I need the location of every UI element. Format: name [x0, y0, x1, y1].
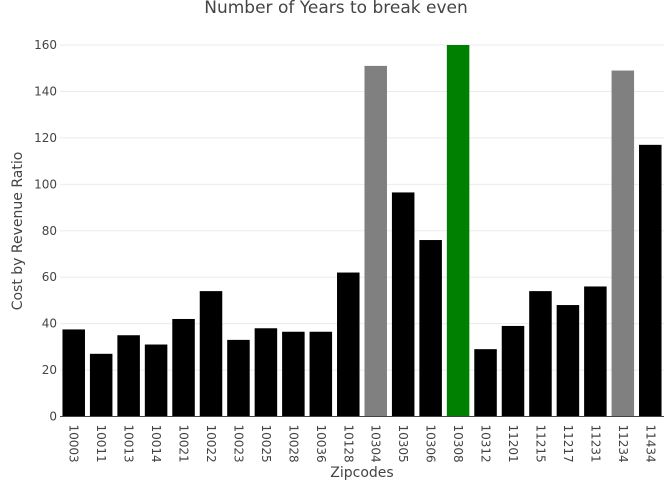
bar-11434[interactable] [639, 144, 662, 417]
bar-10003[interactable] [62, 329, 85, 417]
x-tick-label: 10312 [479, 425, 493, 463]
bar-10308[interactable] [446, 45, 470, 417]
x-tick-label: 10023 [231, 425, 245, 463]
x-tick-label: 10013 [122, 425, 136, 463]
x-tick-label: 11231 [588, 425, 602, 463]
x-tick-label: 10308 [451, 425, 465, 463]
y-tick-label: 0 [49, 410, 57, 424]
bar-11217[interactable] [556, 305, 580, 417]
x-tick-label: 10022 [204, 425, 218, 463]
x-tick-label: 10305 [396, 425, 410, 463]
bar-10022[interactable] [199, 291, 223, 417]
x-tick-label: 11201 [506, 425, 520, 463]
x-tick-label: 10028 [286, 425, 300, 463]
bar-10023[interactable] [227, 339, 250, 417]
y-tick-label: 20 [42, 363, 57, 377]
y-tick-label: 40 [42, 317, 57, 331]
x-tick-label: 10306 [424, 425, 438, 463]
x-tick-label: 10003 [67, 425, 81, 463]
x-tick-label: 10128 [341, 425, 355, 463]
bar-10013[interactable] [117, 335, 140, 417]
bar-10305[interactable] [391, 192, 415, 417]
y-tick-label: 160 [34, 38, 57, 52]
bar-10028[interactable] [282, 331, 305, 417]
x-tick-label: 11215 [533, 425, 547, 463]
x-tick-label: 10025 [259, 425, 273, 463]
x-tick-label: 10021 [177, 425, 191, 463]
chart-title: Number of Years to break even [204, 0, 468, 18]
x-tick-labels: 10003 10011 10013 10014 10021 10022 10023 10025… [67, 425, 658, 463]
x-tick-label: 10304 [369, 425, 383, 463]
bar-10021[interactable] [172, 318, 195, 417]
x-tick-label: 10036 [314, 425, 328, 463]
bar-10036[interactable] [309, 331, 333, 417]
x-tick-label: 10014 [149, 425, 163, 463]
bar-10014[interactable] [144, 344, 168, 417]
bars [62, 45, 662, 417]
bar-11231[interactable] [584, 286, 607, 417]
bar-11201[interactable] [501, 325, 525, 417]
bar-10011[interactable] [89, 353, 113, 417]
y-tick-label: 100 [34, 177, 57, 191]
y-tick-label: 60 [42, 270, 57, 284]
y-tick-label: 120 [34, 131, 57, 145]
bar-11215[interactable] [529, 291, 552, 417]
bar-10306[interactable] [419, 240, 442, 417]
y-axis-title: Cost by Revenue Ratio [10, 152, 26, 311]
bar-10128[interactable] [337, 272, 360, 417]
y-tick-label: 140 [34, 84, 57, 98]
bar-10304[interactable] [364, 65, 387, 417]
y-tick-labels: 0 20 40 60 80 100 120 140 160 [34, 38, 57, 424]
x-tick-label: 11217 [561, 425, 575, 463]
gridlines [60, 44, 664, 371]
bar-10025[interactable] [254, 328, 278, 417]
bar-10312[interactable] [474, 349, 497, 417]
y-tick-label: 80 [42, 224, 57, 238]
x-tick-label: 11234 [616, 425, 630, 463]
x-tick-label: 11434 [643, 425, 657, 463]
x-tick-label: 10011 [94, 425, 108, 463]
x-axis-title: Zipcodes [330, 465, 393, 480]
bar-11234[interactable] [611, 70, 635, 417]
